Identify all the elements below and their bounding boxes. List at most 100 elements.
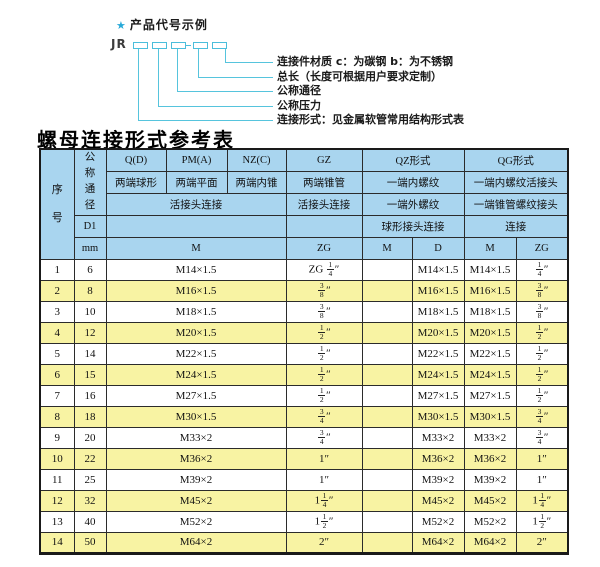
cell-qg-m: M24×1.5 bbox=[463, 363, 517, 386]
cell-qz-d: M39×2 bbox=[411, 468, 465, 491]
diagram-title-text: 产品代号示例 bbox=[129, 18, 208, 32]
cell-gz: 1 1 2 ″ bbox=[285, 510, 363, 533]
cell-qg-zg: 1 2 ″ bbox=[515, 363, 569, 386]
cell-qz-m bbox=[361, 405, 413, 428]
cell-m: M39×2 bbox=[105, 468, 287, 491]
cell-m: M45×2 bbox=[105, 489, 287, 512]
cell-dn: 40 bbox=[73, 510, 107, 533]
table-row: 7 16 M27×1.5 1 2 ″ M27×1.5 M27×1.5 1 2 ″ bbox=[39, 384, 569, 407]
cell-m: M36×2 bbox=[105, 447, 287, 470]
cell-qg-zg: 1 1 4 ″ bbox=[515, 489, 569, 512]
cell-gz: 1 2 ″ bbox=[285, 384, 363, 407]
cell-qz-m bbox=[361, 300, 413, 323]
cell-qz-d: M36×2 bbox=[411, 447, 465, 470]
header-qg-sub2: 一端锥管螺纹接头 bbox=[463, 192, 569, 216]
cell-qg-zg: 3 8 ″ bbox=[515, 279, 569, 302]
header-gz-sub: 两端锥管 bbox=[285, 170, 363, 194]
cell-qg-zg: 1 2 ″ bbox=[515, 321, 569, 344]
cell-m: M27×1.5 bbox=[105, 384, 287, 407]
cell-qg-m: M52×2 bbox=[463, 510, 517, 533]
table-row: 12 32 M45×2 1 1 4 ″ M45×2 M45×2 1 1 4 ″ bbox=[39, 489, 569, 512]
table-row: 2 8 M16×1.5 3 8 ″ M16×1.5 M16×1.5 3 8 ″ bbox=[39, 279, 569, 302]
cell-gz: 2″ bbox=[285, 531, 363, 554]
cell-dn: 12 bbox=[73, 321, 107, 344]
cell-qg-zg: 1 2 ″ bbox=[515, 384, 569, 407]
cell-no: 7 bbox=[39, 384, 75, 407]
header-union-conn: 活接头连接 bbox=[105, 192, 287, 216]
cell-dn: 14 bbox=[73, 342, 107, 365]
cell-gz: ZG 1 4 ″ bbox=[285, 258, 363, 281]
cell-qz-d: M16×1.5 bbox=[411, 279, 465, 302]
cell-qz-d: M27×1.5 bbox=[411, 384, 465, 407]
cell-dn: 10 bbox=[73, 300, 107, 323]
product-code-diagram: ★ 产品代号示例 JR 连接件材质 c：为碳钢 b：为不锈钢 总长（长度可根据用户… bbox=[0, 0, 600, 148]
table-row: 11 25 M39×2 1″ M39×2 M39×2 1″ bbox=[39, 468, 569, 491]
cell-qz-m bbox=[361, 510, 413, 533]
cell-m: M64×2 bbox=[105, 531, 287, 554]
cell-qz-m bbox=[361, 258, 413, 281]
header-m-qz: M bbox=[361, 236, 413, 260]
cell-qz-m bbox=[361, 342, 413, 365]
cell-qg-zg: 3 4 ″ bbox=[515, 426, 569, 449]
table-row: 5 14 M22×1.5 1 2 ″ M22×1.5 M22×1.5 1 2 ″ bbox=[39, 342, 569, 365]
table-row: 1 6 M14×1.5 ZG 1 4 ″ M14×1.5 M14×1.5 1 4 ″ bbox=[39, 258, 569, 281]
header-zg-qg: ZG bbox=[515, 236, 569, 260]
cell-qg-m: M30×1.5 bbox=[463, 405, 517, 428]
cell-qz-d: M18×1.5 bbox=[411, 300, 465, 323]
cell-qg-m: M39×2 bbox=[463, 468, 517, 491]
connector-line-5 bbox=[225, 49, 273, 63]
cell-qg-zg: 1 1 2 ″ bbox=[515, 510, 569, 533]
cell-qz-d: M64×2 bbox=[411, 531, 465, 554]
cell-qz-m bbox=[361, 321, 413, 344]
header-qg-sub: 一端内螺纹活接头 bbox=[463, 170, 569, 194]
cell-qg-m: M36×2 bbox=[463, 447, 517, 470]
cell-qz-d: M45×2 bbox=[411, 489, 465, 512]
cell-gz: 1 2 ″ bbox=[285, 342, 363, 365]
cell-m: M16×1.5 bbox=[105, 279, 287, 302]
cell-gz: 1 1 4 ″ bbox=[285, 489, 363, 512]
cell-gz: 3 8 ″ bbox=[285, 300, 363, 323]
code-box-4 bbox=[193, 42, 208, 49]
cell-no: 1 bbox=[39, 258, 75, 281]
header-gz: GZ bbox=[285, 148, 363, 172]
header-d1: D1 bbox=[73, 214, 107, 238]
header-qz: QZ形式 bbox=[361, 148, 465, 172]
header-zg-gz: ZG bbox=[285, 236, 363, 260]
cell-qz-m bbox=[361, 363, 413, 386]
cell-qg-m: M33×2 bbox=[463, 426, 517, 449]
connector-line-3 bbox=[177, 49, 273, 92]
cell-qz-m bbox=[361, 447, 413, 470]
cell-no: 3 bbox=[39, 300, 75, 323]
cell-gz: 3 4 ″ bbox=[285, 426, 363, 449]
cell-gz: 3 8 ″ bbox=[285, 279, 363, 302]
product-code-prefix: JR bbox=[111, 37, 127, 51]
nut-connection-reference-table: 序号 公称通径 Q(D) PM(A) NZ(C) GZ QZ形式 QG形式 两端… bbox=[39, 148, 569, 555]
cell-qg-m: M64×2 bbox=[463, 531, 517, 554]
cell-qg-zg: 1″ bbox=[515, 447, 569, 470]
cell-m: M14×1.5 bbox=[105, 258, 287, 281]
header-pm: PM(A) bbox=[165, 148, 228, 172]
cell-qg-m: M14×1.5 bbox=[463, 258, 517, 281]
header-gz-conn: 活接头连接 bbox=[285, 192, 363, 216]
cell-qg-m: M18×1.5 bbox=[463, 300, 517, 323]
cell-qg-m: M45×2 bbox=[463, 489, 517, 512]
header-blank-2 bbox=[285, 214, 363, 238]
cell-dn: 22 bbox=[73, 447, 107, 470]
header-pm-sub: 两端平面 bbox=[165, 170, 228, 194]
cell-dn: 6 bbox=[73, 258, 107, 281]
cell-qz-d: M30×1.5 bbox=[411, 405, 465, 428]
cell-qg-zg: 1 4 ″ bbox=[515, 258, 569, 281]
cell-qz-d: M14×1.5 bbox=[411, 258, 465, 281]
